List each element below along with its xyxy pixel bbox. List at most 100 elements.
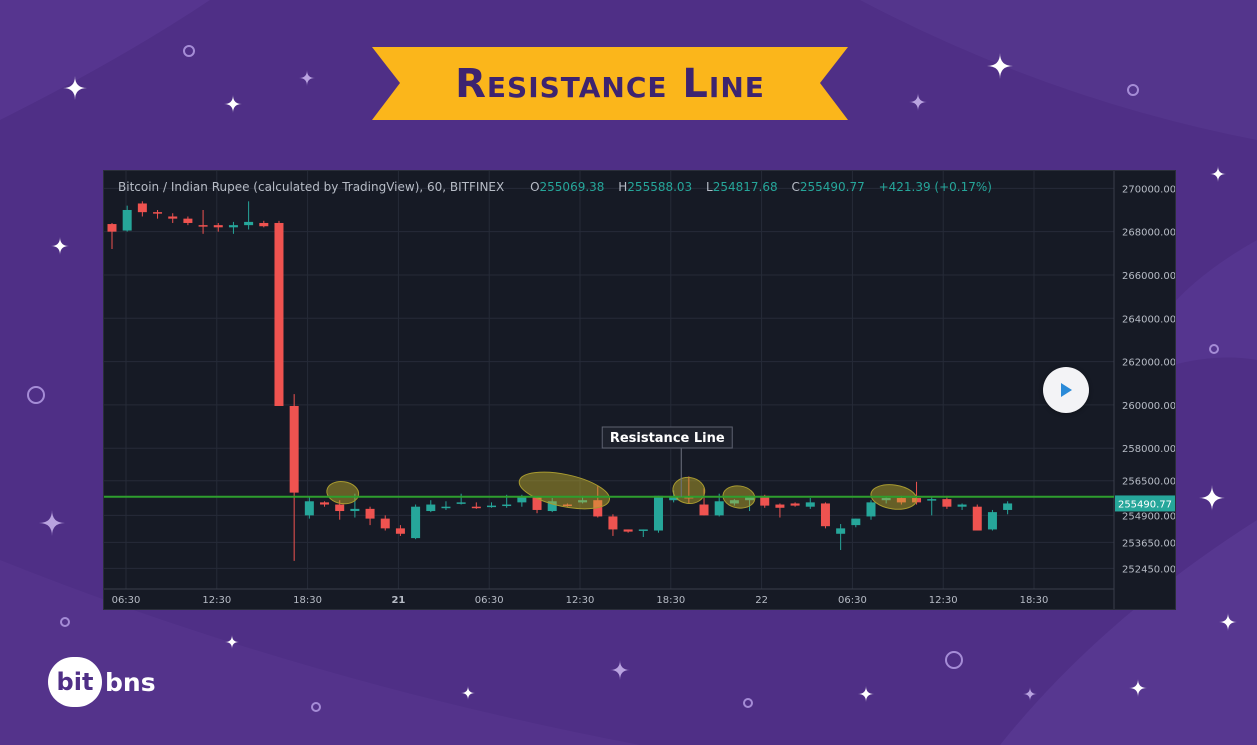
bitbns-logo: bit bns — [48, 657, 156, 707]
candle — [805, 498, 815, 509]
candle — [137, 201, 147, 217]
logo-text: bns — [105, 667, 156, 697]
candle — [532, 496, 542, 514]
candle — [820, 502, 830, 529]
symbol-label: Bitcoin / Indian Rupee (calculated by Tr… — [118, 180, 505, 194]
candle — [198, 209, 208, 234]
candlestick-chart[interactable]: 270000.00 268000.00 266000.00 264000.00 2620… — [104, 171, 1175, 609]
ohlc-legend: Bitcoin / Indian Rupee (calculated by Tr… — [118, 180, 992, 194]
high-key: H — [618, 180, 628, 194]
candle — [562, 503, 572, 507]
candle — [972, 504, 982, 531]
ring-decoration — [183, 45, 195, 57]
sparkle-star — [1129, 679, 1147, 697]
candle — [927, 496, 937, 516]
sparkle-star — [225, 635, 239, 649]
candle — [790, 502, 800, 507]
ring-decoration — [1209, 344, 1219, 354]
banner-title: Resistance Line — [455, 60, 765, 107]
sparkle-star — [39, 510, 65, 536]
y-tick-label: 252450.00 — [1122, 564, 1175, 575]
candle — [228, 221, 238, 234]
candle — [395, 525, 405, 536]
y-tick-label: 256500.00 — [1122, 477, 1175, 488]
annotation-label: Resistance Line — [610, 431, 725, 446]
x-tick-label: 06:30 — [838, 595, 867, 606]
candle — [244, 201, 254, 230]
candle — [122, 205, 132, 232]
x-tick-label: 12:30 — [202, 595, 231, 606]
x-tick-label: 06:30 — [112, 595, 141, 606]
annotation-box[interactable] — [601, 426, 733, 449]
ring-decoration — [311, 702, 321, 712]
candle — [289, 394, 299, 561]
candle — [259, 220, 269, 228]
candle — [593, 486, 603, 518]
candle — [836, 524, 846, 551]
title-banner: Resistance Line — [372, 47, 848, 120]
candle — [957, 503, 967, 510]
sparkle-star — [909, 93, 927, 111]
ring-decoration — [1127, 84, 1139, 96]
candle — [441, 501, 451, 510]
candle — [426, 500, 436, 513]
y-tick-label: 262000.00 — [1122, 358, 1175, 369]
candle — [745, 495, 755, 512]
change-value: +421.39 (+0.17%) — [878, 180, 992, 194]
candle — [380, 515, 390, 531]
low-value: 254817.68 — [712, 180, 778, 194]
sparkle-star — [858, 686, 874, 702]
sparkle-star — [987, 53, 1013, 79]
x-tick-label: 18:30 — [1020, 595, 1049, 606]
candle — [320, 501, 330, 507]
touch-highlight — [518, 471, 610, 510]
candle — [213, 222, 223, 232]
candle — [274, 220, 284, 406]
sparkle-star — [1210, 166, 1226, 182]
open-key: O — [530, 180, 540, 194]
y-tick-label: 254900.00 — [1122, 511, 1175, 522]
candle — [942, 495, 952, 509]
sparkle-star — [63, 76, 87, 100]
play-button[interactable] — [1043, 367, 1089, 413]
candle — [183, 216, 193, 226]
candle — [471, 502, 481, 509]
candle — [653, 495, 663, 533]
close-key: C — [791, 180, 800, 194]
y-tick-label: 260000.00 — [1122, 401, 1175, 412]
candle — [866, 500, 876, 520]
candle — [775, 503, 785, 518]
x-tick-label: 18:30 — [656, 595, 685, 606]
candle — [411, 504, 421, 540]
y-tick-label: 253650.00 — [1122, 538, 1175, 549]
x-tick-label: 22 — [755, 595, 768, 606]
candle — [987, 509, 997, 531]
ring-decoration — [27, 386, 45, 404]
candle — [638, 529, 648, 538]
candle — [168, 213, 178, 223]
y-tick-label: 258000.00 — [1122, 444, 1175, 455]
x-tick-label: 06:30 — [475, 595, 504, 606]
sparkle-star — [224, 95, 242, 113]
high-value: 255588.03 — [627, 180, 693, 194]
candle — [623, 529, 633, 533]
candle — [729, 499, 739, 506]
sparkle-star — [1023, 687, 1037, 701]
candle — [365, 506, 375, 526]
price-chart[interactable]: 270000.00 268000.00 266000.00 264000.00 2620… — [103, 170, 1176, 610]
candle — [851, 518, 861, 528]
candle — [547, 498, 557, 513]
play-icon — [1061, 383, 1072, 397]
open-value: 255069.38 — [539, 180, 605, 194]
price-tag — [1115, 495, 1175, 512]
sparkle-star — [51, 237, 69, 255]
candle — [153, 209, 163, 219]
price-tag-label: 255490.77 — [1118, 499, 1172, 510]
sparkle-star — [610, 660, 630, 680]
sparkle-star — [461, 686, 475, 700]
y-tick-label: 270000.00 — [1122, 184, 1175, 195]
touch-highlight — [672, 476, 706, 505]
ring-decoration — [743, 698, 753, 708]
candle — [456, 493, 466, 505]
